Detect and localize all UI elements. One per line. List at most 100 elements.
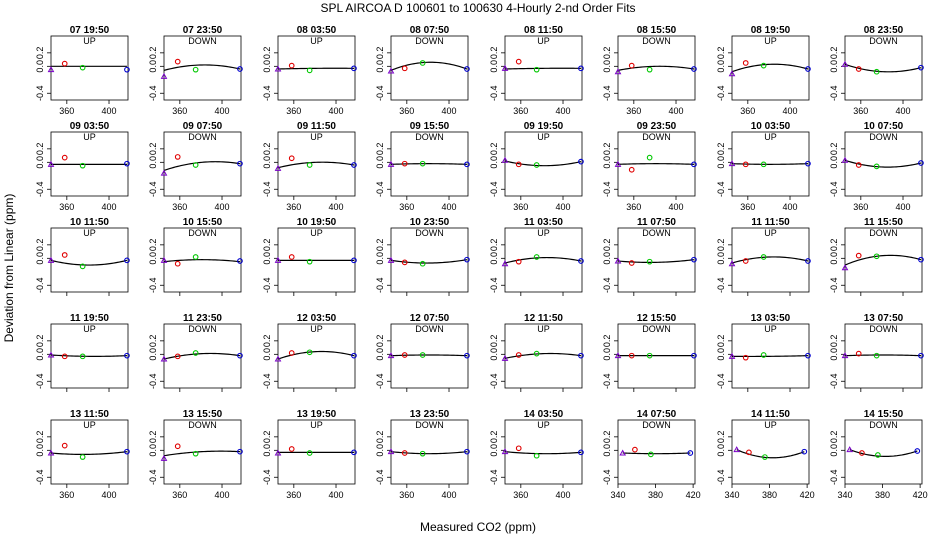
y-tick-label: -0.4: [35, 86, 45, 102]
y-tick-label: 0.2: [716, 239, 726, 252]
panel-frame: [844, 323, 923, 389]
y-tick-label: 0.2: [602, 143, 612, 156]
panel-title: 14 07:50: [637, 409, 677, 420]
x-tick-label: 400: [555, 106, 570, 116]
y-tick-label: 0.2: [716, 431, 726, 444]
y-tick-label: -0.4: [375, 374, 385, 390]
x-tick-label: 420: [913, 490, 928, 500]
y-tick-label: 0.2: [489, 335, 499, 348]
data-point: [533, 162, 540, 168]
data-point: [174, 154, 181, 160]
data-point: [351, 449, 357, 456]
data-point: [691, 66, 697, 72]
panel-frame: [504, 35, 583, 101]
y-tick-label: 0.2: [35, 239, 45, 252]
data-point: [873, 352, 880, 359]
panel-mode-label: DOWN: [642, 324, 671, 334]
y-tick-label: 0.2: [716, 143, 726, 156]
y-tick-label: 0.0: [829, 444, 839, 457]
data-point: [742, 161, 749, 168]
data-point: [274, 164, 282, 171]
panel-title: 11 03:50: [524, 217, 563, 228]
panel-title: 10 07:50: [864, 121, 904, 132]
data-point: [401, 450, 408, 456]
panel-title: 14 11:50: [751, 409, 790, 420]
panel-title: 08 07:50: [410, 25, 450, 36]
panel-mode-label: DOWN: [415, 228, 444, 238]
data-point: [274, 65, 282, 72]
panel-title: 13 19:50: [297, 409, 337, 420]
y-tick-label: -0.4: [716, 86, 726, 102]
data-point: [464, 161, 470, 168]
y-tick-label: 0.0: [35, 60, 45, 73]
y-tick-label: -0.4: [148, 278, 158, 294]
panel-mode-label: UP: [764, 36, 777, 46]
y-tick-label: 0.2: [489, 47, 499, 60]
data-point: [746, 449, 752, 456]
x-tick-label: 360: [399, 106, 414, 116]
data-point: [237, 448, 243, 455]
data-point: [805, 352, 811, 359]
data-point: [805, 160, 811, 167]
y-tick-label: 0.0: [375, 444, 385, 457]
fit-curve: [390, 451, 468, 455]
y-tick-label: 0.2: [489, 431, 499, 444]
fit-curve: [390, 259, 468, 264]
panel-mode-label: DOWN: [642, 228, 671, 238]
data-point: [61, 442, 68, 449]
data-point: [801, 448, 808, 455]
data-point: [578, 449, 584, 456]
panel-frame: [731, 35, 810, 101]
data-point: [646, 352, 653, 359]
data-point: [728, 260, 736, 267]
data-point: [160, 72, 168, 79]
fit-curve: [50, 451, 128, 456]
y-tick-label: 0.0: [148, 444, 158, 457]
data-point: [760, 352, 767, 358]
y-tick-label: 0.0: [489, 348, 499, 361]
panel-title: 07 19:50: [70, 25, 110, 36]
data-point: [873, 163, 880, 170]
fit-curve: [736, 449, 805, 459]
data-point: [124, 66, 130, 73]
data-point: [646, 258, 653, 265]
data-point: [578, 65, 584, 72]
y-tick-label: -0.4: [35, 182, 45, 198]
data-point: [61, 353, 68, 360]
y-tick-label: -0.4: [829, 86, 839, 102]
data-point: [174, 58, 181, 65]
y-tick-label: 0.0: [148, 156, 158, 169]
panel-title: 13 11:50: [70, 409, 109, 420]
panel-frame: [50, 227, 129, 293]
data-point: [192, 66, 199, 73]
panel-mode-label: DOWN: [188, 324, 217, 334]
x-tick-label: 360: [286, 490, 301, 500]
panel-frame: [731, 227, 810, 293]
data-point: [61, 154, 68, 161]
y-tick-label: 0.0: [716, 348, 726, 361]
x-tick-label: 360: [172, 490, 187, 500]
data-point: [648, 451, 654, 458]
y-tick-label: -0.4: [35, 374, 45, 390]
x-tick-label: 360: [513, 202, 528, 212]
data-point: [192, 450, 199, 457]
y-tick-label: -0.4: [35, 470, 45, 486]
fit-curve: [163, 64, 241, 71]
data-point: [805, 258, 811, 264]
y-tick-label: -0.4: [375, 278, 385, 294]
y-tick-label: -0.4: [262, 182, 272, 198]
x-tick-label: 420: [686, 490, 701, 500]
panel-frame: [844, 35, 923, 101]
fit-curve: [163, 259, 241, 263]
data-point: [859, 450, 865, 456]
data-point: [237, 258, 243, 264]
data-point: [805, 66, 811, 72]
